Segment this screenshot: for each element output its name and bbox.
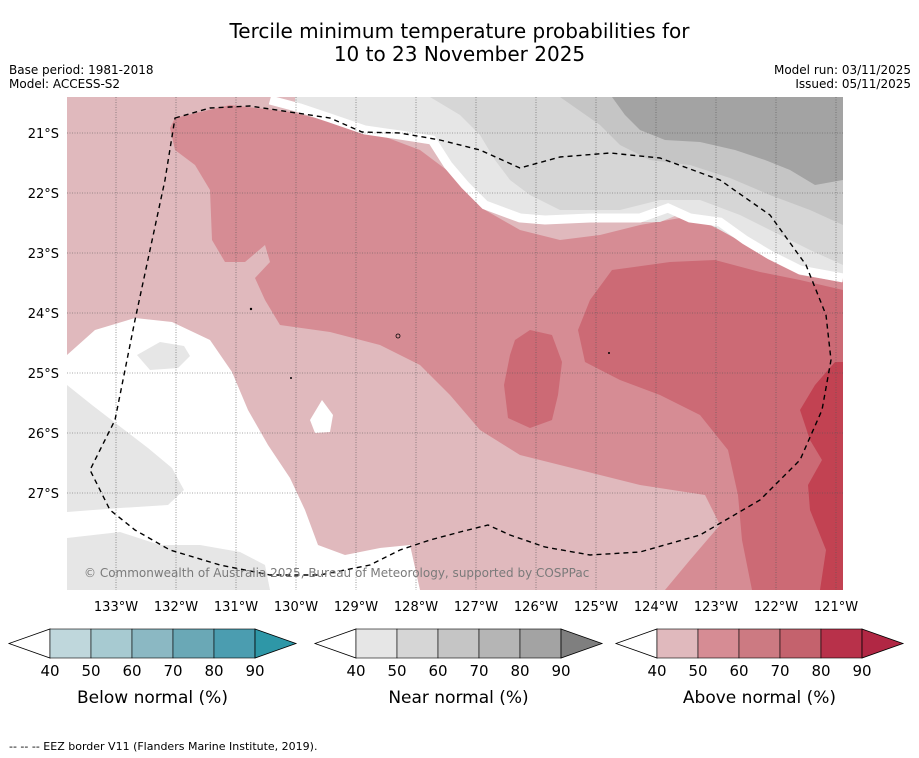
lat-tick-label: 25°S <box>28 367 59 382</box>
copyright-notice: © Commonwealth of Australia 2025, Bureau… <box>84 566 589 580</box>
map-title: Tercile minimum temperature probabilitie… <box>0 20 919 66</box>
colorbar-segment <box>172 628 215 659</box>
colorbar-min-arrow <box>7 628 51 659</box>
near-40-region-west <box>67 385 184 512</box>
lon-tick-label: 127°W <box>454 600 498 615</box>
colorbar-tick-label: 50 <box>387 662 406 680</box>
colorbar-segment <box>396 628 439 659</box>
colorbar-tick-label: 50 <box>688 662 707 680</box>
colorbar-3: 40 50 60 70 80 90 Above normal (%) <box>614 628 905 708</box>
island-2 <box>395 333 401 339</box>
probability-fields <box>67 97 843 590</box>
above-50-region <box>170 105 843 590</box>
lon-tick-label: 125°W <box>574 600 618 615</box>
lat-tick-label: 23°S <box>28 247 59 262</box>
white-region-west <box>67 318 420 590</box>
colorbar-segment <box>213 628 256 659</box>
longitude-labels: 133°W 132°W 131°W 130°W 129°W 128°W 127°W 126°W… <box>94 600 858 615</box>
meta-left: Base period: 1981-2018 Model: ACCESS-S2 <box>9 63 154 91</box>
white-patch-small <box>310 400 333 433</box>
colorbar-tick-label: 70 <box>163 662 182 680</box>
colorbar-label: Near normal (%) <box>388 688 528 708</box>
graticule <box>67 97 843 590</box>
colorbar-min-arrow <box>614 628 658 659</box>
lon-tick-label: 123°W <box>694 600 738 615</box>
lon-tick-label: 133°W <box>94 600 138 615</box>
issued-date: Issued: 05/11/2025 <box>795 77 911 91</box>
colorbar-tick-label: 60 <box>122 662 141 680</box>
lon-tick-label: 132°W <box>154 600 198 615</box>
lat-tick-label: 22°S <box>28 187 59 202</box>
colorbar-segment <box>519 628 562 659</box>
lon-tick-label: 131°W <box>214 600 258 615</box>
near-70-region-north <box>612 97 843 185</box>
island-4 <box>608 352 610 354</box>
colorbar-label: Below normal (%) <box>77 688 228 708</box>
colorbar-tick-label: 80 <box>811 662 830 680</box>
latitude-labels: 21°S 22°S 23°S 24°S 25°S 26°S 27°S <box>28 127 59 502</box>
lon-tick-label: 124°W <box>634 600 678 615</box>
lon-tick-label: 130°W <box>274 600 318 615</box>
model-name: Model: ACCESS-S2 <box>9 77 121 91</box>
colorbar-segment <box>131 628 174 659</box>
colorbar-max-arrow <box>560 628 604 659</box>
white-boundary-north <box>268 97 843 283</box>
colorbar-tick-label: 40 <box>40 662 59 680</box>
colorbar-tick-label: 50 <box>81 662 100 680</box>
above-60-region-east <box>578 260 843 590</box>
colorbar-tick-label: 90 <box>245 662 264 680</box>
colorbar-1: 40 50 60 70 80 90 Below normal (%) <box>7 628 298 708</box>
colorbar-tick-label: 90 <box>852 662 871 680</box>
above-60-region-center <box>504 330 562 428</box>
lon-tick-label: 128°W <box>394 600 438 615</box>
colorbar-segment <box>738 628 781 659</box>
model-run: Model run: 03/11/2025 <box>773 63 911 77</box>
lon-tick-label: 121°W <box>814 600 858 615</box>
lon-tick-label: 129°W <box>334 600 378 615</box>
colorbar-2: 40 50 60 70 80 90 Near normal (%) <box>313 628 604 708</box>
colorbar-segment <box>437 628 480 659</box>
lon-tick-label: 122°W <box>754 600 798 615</box>
colorbar-max-arrow <box>861 628 905 659</box>
colorbar-segment <box>697 628 740 659</box>
colorbar-label: Above normal (%) <box>683 688 836 708</box>
colorbar-tick-label: 60 <box>428 662 447 680</box>
colorbar-min-arrow <box>313 628 357 659</box>
near-40-region-southwest <box>67 532 270 590</box>
legend-group: 40 50 60 70 80 90 Below normal (%) 40 50 60 70 80 90… <box>7 628 905 708</box>
lat-tick-label: 21°S <box>28 127 59 142</box>
title-line-1: Tercile minimum temperature probabilitie… <box>229 19 690 43</box>
colorbar-tick-label: 70 <box>770 662 789 680</box>
colorbar-segment <box>355 628 398 659</box>
colorbar-segment <box>49 628 92 659</box>
colorbar-tick-label: 90 <box>551 662 570 680</box>
base-period: Base period: 1981-2018 <box>9 63 154 77</box>
colorbar-tick-label: 60 <box>729 662 748 680</box>
lat-tick-label: 27°S <box>28 487 59 502</box>
lat-tick-label: 24°S <box>28 307 59 322</box>
title-line-2: 10 to 23 November 2025 <box>333 42 586 66</box>
colorbar-tick-label: 40 <box>647 662 666 680</box>
meta-right: Model run: 03/11/2025 Issued: 05/11/2025 <box>774 63 911 91</box>
eez-border <box>89 105 832 576</box>
near-40-patch <box>137 342 190 370</box>
above-70-region-east <box>800 362 843 590</box>
lat-tick-label: 26°S <box>28 427 59 442</box>
eez-footnote: -- -- -- EEZ border V11 (Flanders Marine… <box>9 740 318 753</box>
colorbar-tick-label: 80 <box>510 662 529 680</box>
colorbar-segment <box>478 628 521 659</box>
island-1 <box>249 307 253 311</box>
island-3 <box>290 377 292 379</box>
colorbar-tick-label: 80 <box>204 662 223 680</box>
colorbar-max-arrow <box>254 628 298 659</box>
colorbar-segment <box>779 628 822 659</box>
colorbar-tick-label: 40 <box>346 662 365 680</box>
colorbar-segment <box>820 628 863 659</box>
colorbar-segment <box>656 628 699 659</box>
colorbar-tick-label: 70 <box>469 662 488 680</box>
colorbar-segment <box>90 628 133 659</box>
lon-tick-label: 126°W <box>514 600 558 615</box>
